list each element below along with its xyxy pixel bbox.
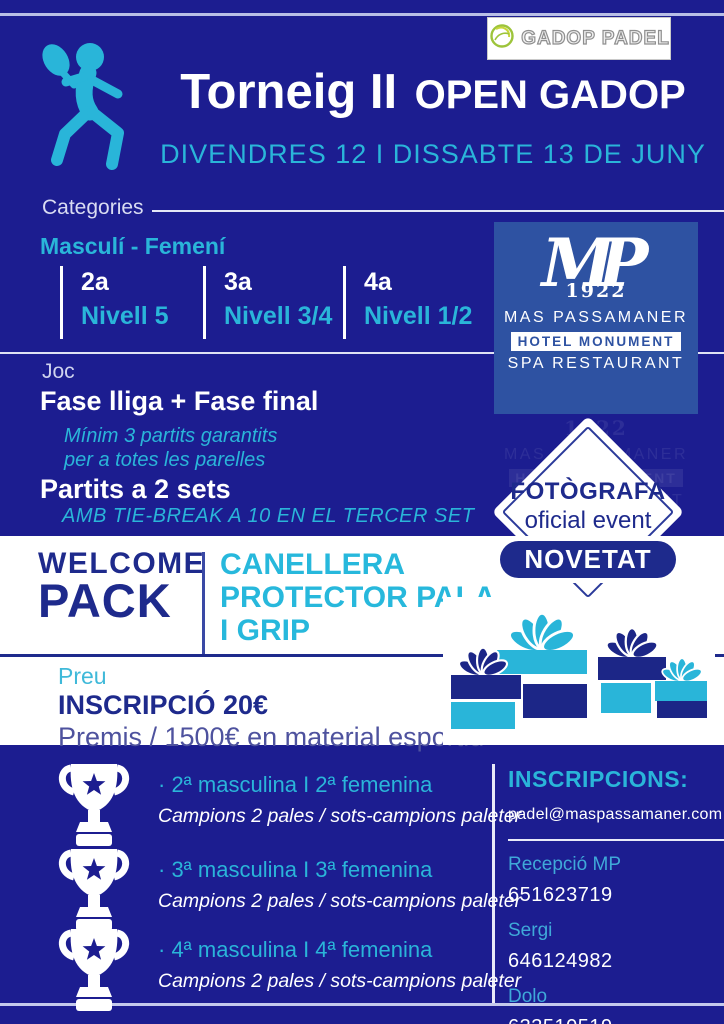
contact-phone: 646124982 (508, 950, 613, 972)
gift-boxes-icon (443, 597, 715, 750)
category-item: 2a Nivell 5 (60, 266, 203, 339)
contact-name: Recepció MP (508, 854, 621, 875)
tournament-title: Torneig II OPEN GADOP (150, 64, 716, 132)
trophy-icon (58, 925, 130, 1018)
bottom-divider-line (0, 1003, 724, 1006)
gender-categories: Masculí - Femení (40, 233, 226, 259)
contact-name: Sergi (508, 920, 553, 941)
award-detail: Campions 2 pales / sots-campions paleter (158, 890, 522, 912)
contact-email: padel@maspassamaner.com (508, 806, 723, 823)
hotel-amenities: SPA RESTAURANT (507, 355, 685, 372)
price-divider-line (0, 654, 724, 657)
welcome-pack-divider (202, 552, 205, 656)
award-detail: Campions 2 pales / sots-campions paleter (158, 970, 522, 992)
pack-item: CANELLERA (220, 548, 405, 581)
gadop-padel-logo: GADOP PADEL (487, 17, 671, 60)
game-note-line1: Mínim 3 partits garantits (64, 425, 278, 447)
hotel-name: MAS PASSAMANER (503, 309, 689, 326)
welcome-word: WELCOME (38, 547, 206, 580)
welcome-pack-title: WELCOME PACK (38, 547, 206, 627)
award-category: · 3ª masculina I 3ª femenina (158, 857, 433, 882)
award-detail: Campions 2 pales / sots-campions paleter (158, 805, 522, 827)
game-note-line2: per a totes les parelles (64, 449, 266, 471)
award-category: · 2ª masculina I 2ª femenina (158, 772, 433, 797)
contact-entry: Dolo 633510519 (508, 986, 724, 1024)
award-category: · 4ª masculina I 4ª femenina (158, 937, 433, 962)
award-row: · 3ª masculina I 3ª femenina Campions 2 … (58, 845, 521, 938)
hotel-year: 1922 (565, 280, 627, 302)
tournament-header: Torneig II OPEN GADOP DIVENDRES 12 I DIS… (150, 64, 716, 170)
hotel-logo-card: MP 1922 MAS PASSAMANER HOTEL MONUMENT SP… (494, 222, 698, 414)
category-code: 2a (81, 268, 109, 296)
category-level: Nivell 1/2 (364, 302, 473, 330)
event-dates: DIVENDRES 12 I DISSABTE 13 DE JUNY (160, 139, 706, 169)
contact-vertical-line (492, 764, 495, 1004)
category-level: Nivell 3/4 (224, 302, 333, 330)
category-code: 3a (224, 268, 252, 296)
hotel-monogram: MP (541, 224, 649, 302)
pack-item: I GRIP (220, 614, 311, 647)
categories-divider-line (152, 210, 724, 212)
category-code: 4a (364, 268, 392, 296)
game-tiebreak-note: AMB TIE-BREAK A 10 EN EL TERCER SET (62, 505, 475, 527)
category-list: 2a Nivell 5 3a Nivell 3/4 4a Nivell 1/2 (60, 266, 472, 339)
gadop-logo-text: GADOP PADEL (521, 27, 670, 49)
top-divider-line (0, 13, 724, 16)
contact-name: Dolo (508, 986, 548, 1007)
contact-phone: 633510519 (508, 1016, 724, 1024)
contact-title: INSCRIPCIONS: (508, 766, 689, 792)
novetat-pill: NOVETAT (500, 541, 676, 578)
game-sets: Partits a 2 sets (40, 474, 231, 504)
registration-price: INSCRIPCIÓ 20€ (58, 690, 269, 720)
gadop-ball-icon (488, 22, 516, 55)
contact-panel: INSCRIPCIONS: padel@maspassamaner.com Re… (508, 766, 724, 1024)
contact-divider (508, 839, 724, 841)
photographer-badge: FOTÒGRAFA oficial event (488, 478, 688, 535)
prizes-text: Premis / 1500€ en material esportiu (58, 722, 485, 752)
categories-section-label: Categories (42, 196, 144, 219)
contact-phone: 651623719 (508, 884, 613, 906)
pack-word: PACK (38, 574, 172, 627)
hotel-type-badge: HOTEL MONUMENT (510, 332, 682, 351)
padel-player-icon (38, 40, 178, 177)
title-suffix: OPEN GADOP (414, 73, 686, 117)
category-item: 3a Nivell 3/4 (203, 266, 343, 339)
game-phase: Fase lliga + Fase final (40, 386, 319, 416)
photographer-badge-title: FOTÒGRAFA (510, 478, 666, 505)
category-item: 4a Nivell 1/2 (343, 266, 472, 339)
category-level: Nivell 5 (81, 302, 169, 330)
game-section-label: Joc (42, 360, 75, 383)
award-row: · 2ª masculina I 2ª femenina Campions 2 … (58, 760, 521, 853)
title-main: Torneig II (180, 65, 398, 119)
game-note-guaranteed: Mínim 3 partits garantits per a totes le… (64, 424, 277, 472)
award-row: · 4ª masculina I 4ª femenina Campions 2 … (58, 925, 521, 1018)
trophy-icon (58, 760, 130, 853)
price-section-label: Preu (58, 663, 107, 689)
contact-entry: Sergi 646124982 (508, 920, 724, 973)
trophy-icon (58, 845, 130, 938)
photographer-badge-subtitle: oficial event (524, 507, 652, 534)
welcome-pack-items: CANELLERA PROTECTOR PALA I GRIP (220, 548, 496, 647)
contact-entry: Recepció MP 651623719 (508, 854, 724, 907)
joc-divider-line (0, 352, 724, 354)
